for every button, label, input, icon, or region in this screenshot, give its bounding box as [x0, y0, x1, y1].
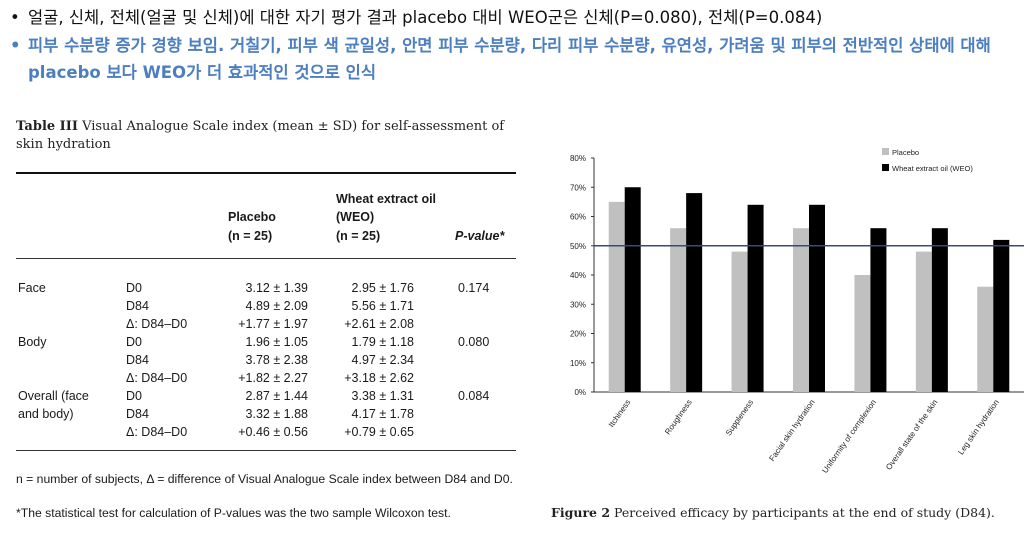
y-tick-label: 70% [570, 183, 586, 192]
header-weo-text: Wheat extract oil (WEO) [336, 192, 437, 224]
y-tick-label: 60% [570, 213, 586, 222]
summary-bullets: • 얼굴, 신체, 전체(얼굴 및 신체)에 대한 자기 평가 결과 place… [6, 4, 1030, 86]
row-pvalue: 0.080 [458, 335, 490, 349]
row-placebo-value: 3.78 ± 2.38 [245, 353, 308, 367]
x-tick-label: Overall state of the skin [884, 398, 939, 472]
bar-weo [870, 228, 887, 392]
x-tick-label: Suppleness [724, 398, 755, 437]
table-header-rule [16, 258, 516, 259]
header-placebo-n: (n = 25) [228, 229, 273, 243]
figure-caption: Figure 2 Perceived efficacy by participa… [551, 505, 1021, 520]
row-time: Δ: D84–D0 [126, 371, 188, 385]
chart-svg: 0% 10% 20% 30% 40% 50% 60% 70% 80% Itchiness Rough… [570, 148, 1024, 475]
row-group: Body [18, 335, 47, 349]
header-weo: Wheat extract oil (WEO) [336, 190, 446, 226]
x-tick-label: Roughness [663, 398, 694, 436]
x-tick-label: Uniformity of complexion [820, 398, 878, 475]
legend-swatch-placebo [882, 148, 889, 155]
bullet-text: 얼굴, 신체, 전체(얼굴 및 신체)에 대한 자기 평가 결과 placebo… [28, 8, 823, 27]
bar-weo [686, 193, 703, 392]
row-weo-value: +0.79 ± 0.65 [344, 425, 414, 439]
row-pvalue: 0.084 [458, 389, 490, 403]
bar-weo [747, 204, 764, 392]
row-weo-value: +2.61 ± 2.08 [344, 317, 414, 331]
y-tick-label: 40% [570, 271, 586, 280]
row-weo-value: 3.38 ± 1.31 [351, 389, 414, 403]
row-placebo-value: +0.46 ± 0.56 [238, 425, 308, 439]
header-weo-n: (n = 25) [336, 229, 381, 243]
bullet-dot-icon: • [10, 36, 21, 55]
table-label: Table III [16, 119, 78, 134]
row-weo-value: 2.95 ± 1.76 [351, 281, 414, 295]
efficacy-bar-chart: 0% 10% 20% 30% 40% 50% 60% 70% 80% Itchiness Rough… [530, 140, 1030, 480]
bar-placebo [608, 201, 625, 392]
row-time: Δ: D84–D0 [126, 317, 188, 331]
bullet-dot-icon: • [10, 8, 20, 27]
x-tick-label: Itchiness [607, 398, 632, 429]
table-caption-text: Visual Analogue Scale index (mean ± SD) … [16, 119, 505, 152]
row-placebo-value: 4.89 ± 2.09 [245, 299, 308, 313]
row-time: D0 [126, 389, 142, 403]
bar-placebo [854, 275, 871, 392]
x-tick-label: Facial skin hydration [767, 398, 816, 463]
row-weo-value: +3.18 ± 2.62 [344, 371, 414, 385]
table-bottom-rule [16, 450, 516, 451]
figure-label: Figure 2 [551, 505, 611, 520]
row-time: D84 [126, 299, 149, 313]
bar-weo [993, 239, 1010, 392]
table-footnote-1: n = number of subjects, Δ = difference o… [16, 472, 513, 486]
y-tick-label: 10% [570, 359, 586, 368]
row-placebo-value: +1.82 ± 2.27 [238, 371, 308, 385]
bar-weo [809, 204, 825, 392]
row-pvalue: 0.174 [458, 281, 490, 295]
bar-placebo [793, 228, 809, 392]
row-placebo-value: 3.12 ± 1.39 [245, 281, 308, 295]
row-time: D84 [126, 407, 149, 421]
row-time: Δ: D84–D0 [126, 425, 188, 439]
bar-weo [624, 187, 641, 392]
bar-placebo [731, 251, 748, 392]
summary-bullet-2: • 피부 수분량 증가 경향 보임. 거칠기, 피부 색 균일성, 안면 피부 … [6, 32, 1030, 86]
header-placebo: Placebo [228, 210, 276, 224]
row-placebo-value: 3.32 ± 1.88 [245, 407, 308, 421]
row-weo-value: 5.56 ± 1.71 [351, 299, 414, 313]
row-placebo-value: 1.96 ± 1.05 [245, 335, 308, 349]
table-top-rule [16, 172, 516, 174]
bar-placebo [977, 286, 994, 392]
summary-bullet-1: • 얼굴, 신체, 전체(얼굴 및 신체)에 대한 자기 평가 결과 place… [6, 4, 1030, 31]
row-placebo-value: 2.87 ± 1.44 [245, 389, 308, 403]
y-tick-label: 80% [570, 154, 586, 163]
row-group: and body) [18, 407, 74, 421]
row-weo-value: 4.97 ± 2.34 [351, 353, 414, 367]
bullet-text: 피부 수분량 증가 경향 보임. 거칠기, 피부 색 균일성, 안면 피부 수분… [28, 36, 991, 82]
row-weo-value: 1.79 ± 1.18 [351, 335, 414, 349]
row-time: D0 [126, 335, 142, 349]
row-group: Overall (face [18, 389, 89, 403]
y-tick-label: 30% [570, 300, 586, 309]
y-tick-label: 0% [574, 388, 586, 397]
table-footnote-2: *The statistical test for calculation of… [16, 506, 451, 520]
legend-swatch-weo [882, 164, 889, 171]
bar-placebo [670, 228, 687, 392]
legend-label-placebo: Placebo [892, 148, 919, 157]
y-tick-label: 20% [570, 330, 586, 339]
legend-label-weo: Wheat extract oil (WEO) [892, 164, 973, 173]
header-pvalue: P-value* [455, 229, 505, 243]
row-time: D84 [126, 353, 149, 367]
y-tick-label: 50% [570, 242, 586, 251]
bar-weo [931, 228, 948, 392]
table-caption: Table III Visual Analogue Scale index (m… [16, 118, 521, 154]
figure-caption-text: Perceived efficacy by participants at th… [614, 505, 995, 520]
row-time: D0 [126, 281, 142, 295]
row-group: Face [18, 281, 46, 295]
row-weo-value: 4.17 ± 1.78 [351, 407, 414, 421]
row-placebo-value: +1.77 ± 1.97 [238, 317, 308, 331]
bar-placebo [915, 251, 932, 392]
x-tick-label: Leg skin hydration [956, 398, 1001, 456]
